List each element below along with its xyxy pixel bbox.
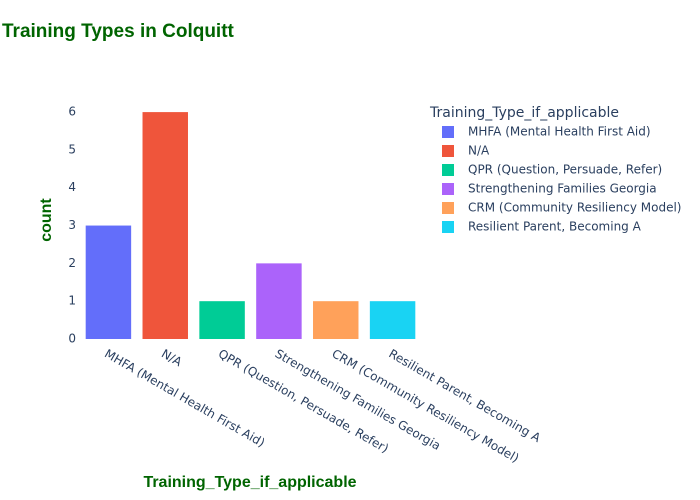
legend-swatch [442, 145, 454, 157]
legend-swatch [442, 164, 454, 176]
y-tick-label: 3 [68, 218, 76, 232]
chart-title: Training Types in Colquitt [2, 21, 235, 42]
bar [142, 112, 188, 340]
legend-label: Strengthening Families Georgia [468, 182, 657, 196]
x-axis-title: Training_Type_if_applicable [143, 474, 356, 491]
y-tick-label: 6 [68, 105, 76, 119]
legend-title: Training_Type_if_applicable [429, 105, 619, 121]
legend-swatch [442, 221, 454, 233]
legend-swatch [442, 183, 454, 195]
y-axis-title: count [38, 198, 55, 242]
y-tick-label: 1 [68, 294, 76, 308]
bar [369, 301, 416, 339]
legend-label: Resilient Parent, Becoming A [468, 220, 642, 234]
bar [85, 225, 132, 339]
bar [256, 263, 302, 339]
legend-swatch [442, 126, 454, 138]
legend-label: QPR (Question, Persuade, Refer) [468, 163, 662, 177]
bar [313, 301, 359, 339]
legend-label: CRM (Community Resiliency Model) [468, 201, 681, 215]
legend-label: MHFA (Mental Health First Aid) [468, 125, 651, 139]
legend-swatch [442, 202, 454, 214]
y-tick-label: 0 [68, 332, 76, 346]
y-tick-label: 2 [68, 256, 76, 270]
legend-label: N/A [468, 144, 490, 158]
y-tick-label: 5 [68, 142, 76, 156]
bar [199, 301, 245, 339]
y-tick-label: 4 [68, 180, 76, 194]
x-tick-label: N/A [159, 347, 185, 370]
